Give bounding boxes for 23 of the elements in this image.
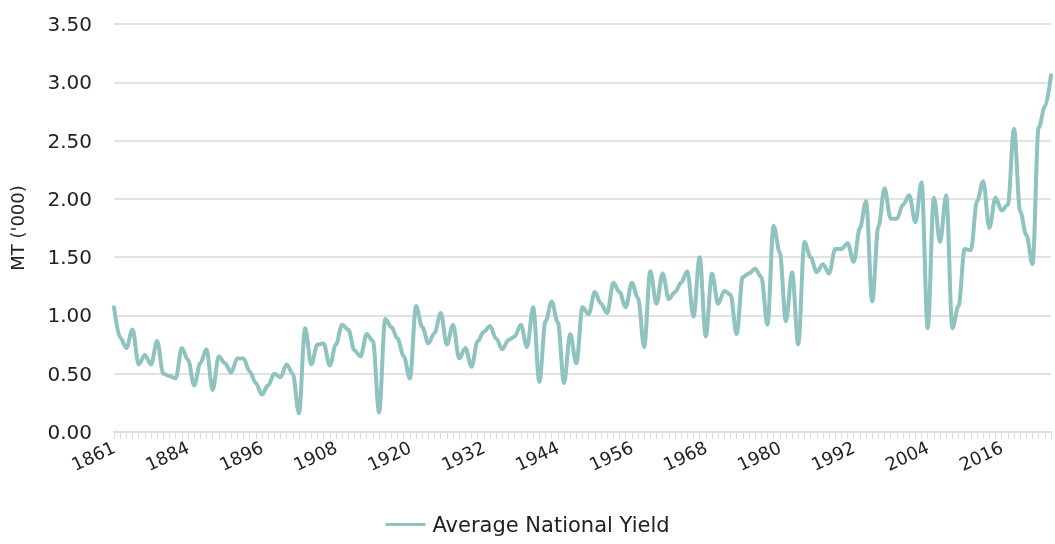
x-tick-label: 1932 — [437, 436, 489, 475]
x-tick-label: 1968 — [659, 436, 711, 475]
y-tick-label: 0.50 — [47, 361, 92, 386]
y-tick-label: 1.50 — [47, 245, 92, 270]
x-tick-label: 1944 — [511, 436, 563, 475]
y-tick-label: 2.50 — [47, 128, 92, 153]
x-tick-label: 1980 — [733, 436, 785, 475]
x-tick-label: 1992 — [807, 436, 859, 475]
y-tick-label: 3.50 — [47, 12, 92, 36]
x-tick-label: 1908 — [290, 436, 341, 475]
legend-label: Average National Yield — [432, 512, 670, 537]
y-axis-title: MT ('000) — [6, 185, 28, 271]
x-tick-label: 2016 — [955, 436, 1007, 475]
x-tick-label: 1956 — [585, 436, 637, 475]
x-tick-label: 2004 — [881, 436, 933, 475]
line-series — [112, 73, 1053, 416]
x-tick-label: 1920 — [363, 436, 415, 475]
y-tick-label: 2.00 — [47, 186, 92, 211]
x-tick-label: 1884 — [142, 436, 193, 475]
y-tick-label: 0.00 — [47, 420, 92, 444]
y-tick-label: 1.00 — [47, 303, 92, 328]
y-tick-label: 3.00 — [47, 70, 92, 95]
x-tick-label: 1896 — [216, 436, 267, 475]
